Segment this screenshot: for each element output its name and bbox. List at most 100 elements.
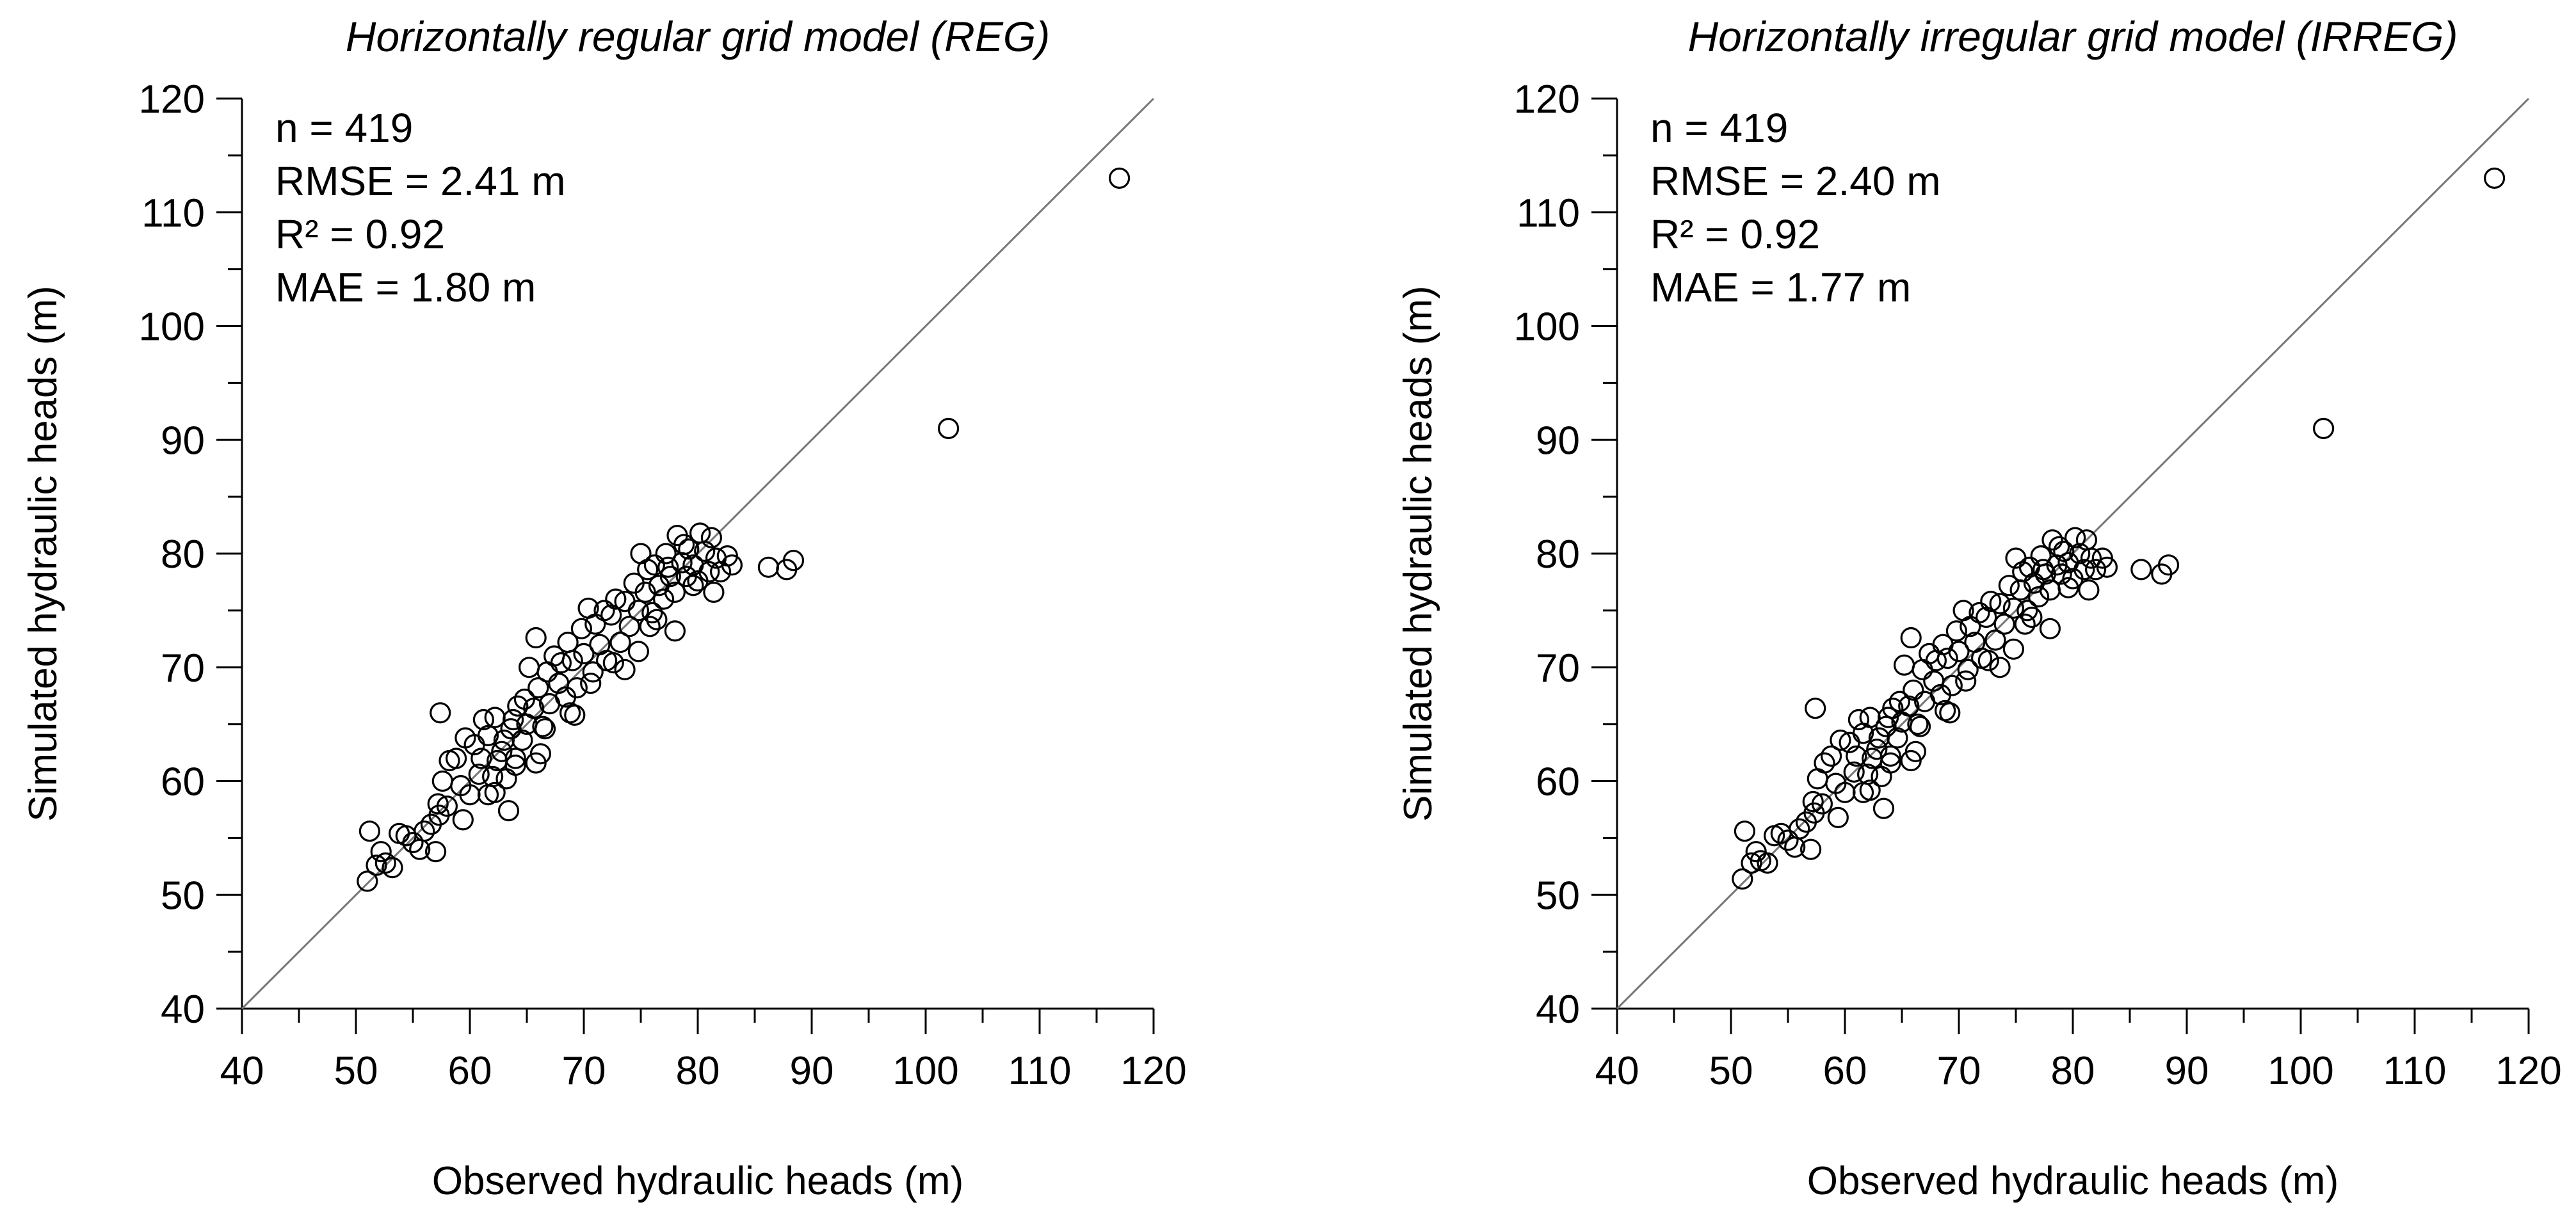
data-point <box>1989 593 2011 614</box>
data-point <box>1800 838 1822 860</box>
data-point <box>523 698 545 719</box>
data-point <box>627 600 650 621</box>
data-point <box>1821 745 1842 767</box>
data-point <box>580 672 602 694</box>
y-tick-label: 70 <box>161 646 205 691</box>
data-point <box>518 657 540 678</box>
x-tick-label: 100 <box>2267 1049 2333 1093</box>
data-point <box>527 677 549 699</box>
y-tick-label: 90 <box>1536 419 1580 463</box>
data-point <box>1811 793 1833 815</box>
data-point <box>655 543 677 564</box>
y-tick-label: 110 <box>141 191 205 236</box>
data-point <box>424 841 447 863</box>
data-point <box>445 748 467 769</box>
data-point <box>1948 641 1970 662</box>
data-point <box>1903 679 1924 701</box>
y-tick-label: 110 <box>1517 191 1580 236</box>
data-point <box>1968 602 1990 624</box>
data-point <box>2021 606 2043 628</box>
data-point <box>678 538 700 560</box>
data-point <box>2157 554 2180 576</box>
data-point <box>534 718 556 740</box>
data-point <box>1872 797 1895 819</box>
data-point <box>698 561 720 583</box>
data-point <box>2017 600 2038 621</box>
data-point <box>641 602 663 624</box>
stats-line: MAE = 1.80 m <box>275 264 536 310</box>
data-point <box>609 631 631 653</box>
data-point <box>593 600 615 621</box>
data-point <box>370 841 392 863</box>
data-point <box>694 540 716 563</box>
data-point <box>1980 591 2002 612</box>
data-point <box>1984 629 2006 651</box>
data-point <box>614 659 636 680</box>
data-point <box>402 831 424 854</box>
stats-line: n = 419 <box>1650 105 1788 151</box>
data-point <box>427 793 449 815</box>
data-point <box>1805 698 1826 719</box>
x-tick-label: 40 <box>220 1049 264 1093</box>
data-point <box>374 852 396 874</box>
data-point <box>664 620 686 642</box>
chart-title: Horizontally irregular grid model (IRREG… <box>1687 13 2458 60</box>
data-point <box>507 695 529 717</box>
data-point <box>2033 559 2054 580</box>
data-point <box>511 729 533 751</box>
data-point <box>436 795 458 817</box>
data-point <box>659 565 681 588</box>
data-point <box>703 581 725 604</box>
x-tick-label: 90 <box>2165 1049 2209 1093</box>
data-point <box>1866 739 1888 760</box>
y-tick-label: 60 <box>161 760 205 804</box>
data-point <box>2096 556 2118 578</box>
data-point <box>2065 527 2086 548</box>
data-point <box>471 748 492 769</box>
data-point <box>2028 586 2050 608</box>
data-point <box>1900 627 1922 649</box>
data-point <box>639 616 661 637</box>
data-point <box>1998 575 2020 596</box>
data-point <box>2073 559 2095 580</box>
data-point <box>1734 820 1755 842</box>
data-point <box>2130 559 2152 580</box>
y-tick-label: 60 <box>1536 760 1580 804</box>
data-point <box>1777 829 1799 851</box>
data-point <box>664 581 686 604</box>
data-point <box>643 554 666 576</box>
y-tick-label: 80 <box>161 532 205 577</box>
data-point <box>2014 613 2036 635</box>
stats-line: RMSE = 2.41 m <box>275 158 566 204</box>
y-tick-label: 50 <box>1536 874 1580 918</box>
stats-line: RMSE = 2.40 m <box>1650 158 1941 204</box>
data-point <box>1939 702 1961 724</box>
data-point <box>2041 529 2063 551</box>
data-point <box>430 702 451 724</box>
data-point <box>1957 659 1979 680</box>
data-point <box>1880 752 1901 774</box>
data-point <box>1847 708 1869 731</box>
y-tick-label: 100 <box>139 305 205 349</box>
data-point <box>504 754 526 776</box>
x-axis-label: Observed hydraulic heads (m) <box>432 1159 963 1203</box>
data-point <box>1898 695 1920 717</box>
data-point <box>1846 745 1867 767</box>
data-point <box>600 604 622 626</box>
data-point <box>477 784 499 806</box>
data-point <box>2012 561 2034 583</box>
data-point <box>1904 740 1926 762</box>
x-tick-label: 100 <box>892 1049 958 1093</box>
data-point <box>382 856 403 879</box>
data-point <box>618 616 640 637</box>
data-point <box>1843 761 1865 783</box>
data-point <box>937 417 960 440</box>
chart-title: Horizontally regular grid model (REG) <box>346 13 1050 60</box>
stats-line: MAE = 1.77 m <box>1650 264 1911 310</box>
y-axis-label: Simulated hydraulic heads (m) <box>1396 285 1440 821</box>
data-point <box>468 764 490 785</box>
data-point <box>2313 417 2335 440</box>
data-point <box>564 704 586 726</box>
x-tick-label: 70 <box>1937 1049 1981 1093</box>
data-point <box>1871 765 1892 788</box>
